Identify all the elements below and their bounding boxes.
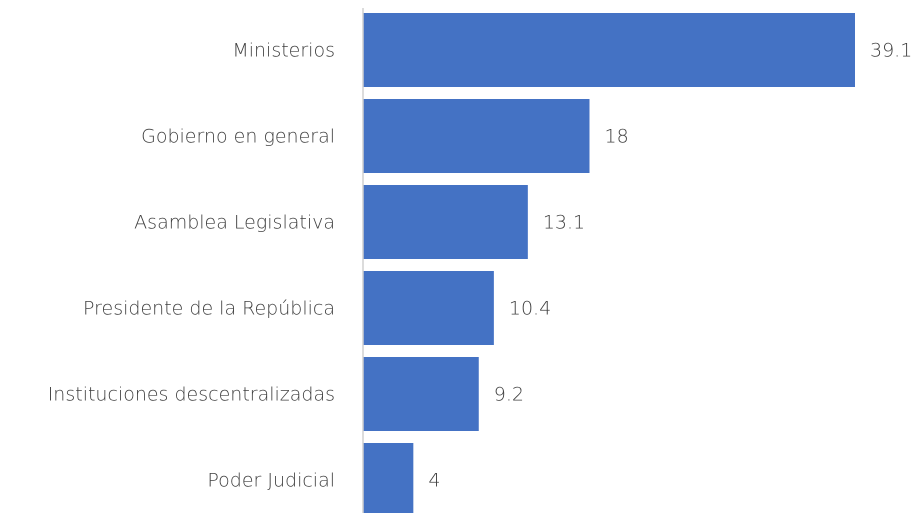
bar <box>363 185 528 259</box>
bar <box>363 443 414 513</box>
bar <box>363 99 590 173</box>
value-label: 18 <box>604 126 628 148</box>
value-label: 39.1 <box>870 40 912 62</box>
category-label: Ministerios <box>232 40 335 62</box>
value-label: 9.2 <box>494 384 524 406</box>
bar <box>363 13 855 87</box>
bar <box>363 271 494 345</box>
category-label: Asamblea Legislativa <box>134 212 335 234</box>
category-label: Poder Judicial <box>207 470 335 492</box>
value-label: 10.4 <box>509 298 551 320</box>
category-label: Gobierno en general <box>141 126 335 148</box>
value-label: 4 <box>428 470 440 492</box>
value-label: 13.1 <box>543 212 585 234</box>
category-label: Instituciones descentralizadas <box>48 384 335 406</box>
bar <box>363 357 479 431</box>
category-label: Presidente de la República <box>83 298 335 320</box>
